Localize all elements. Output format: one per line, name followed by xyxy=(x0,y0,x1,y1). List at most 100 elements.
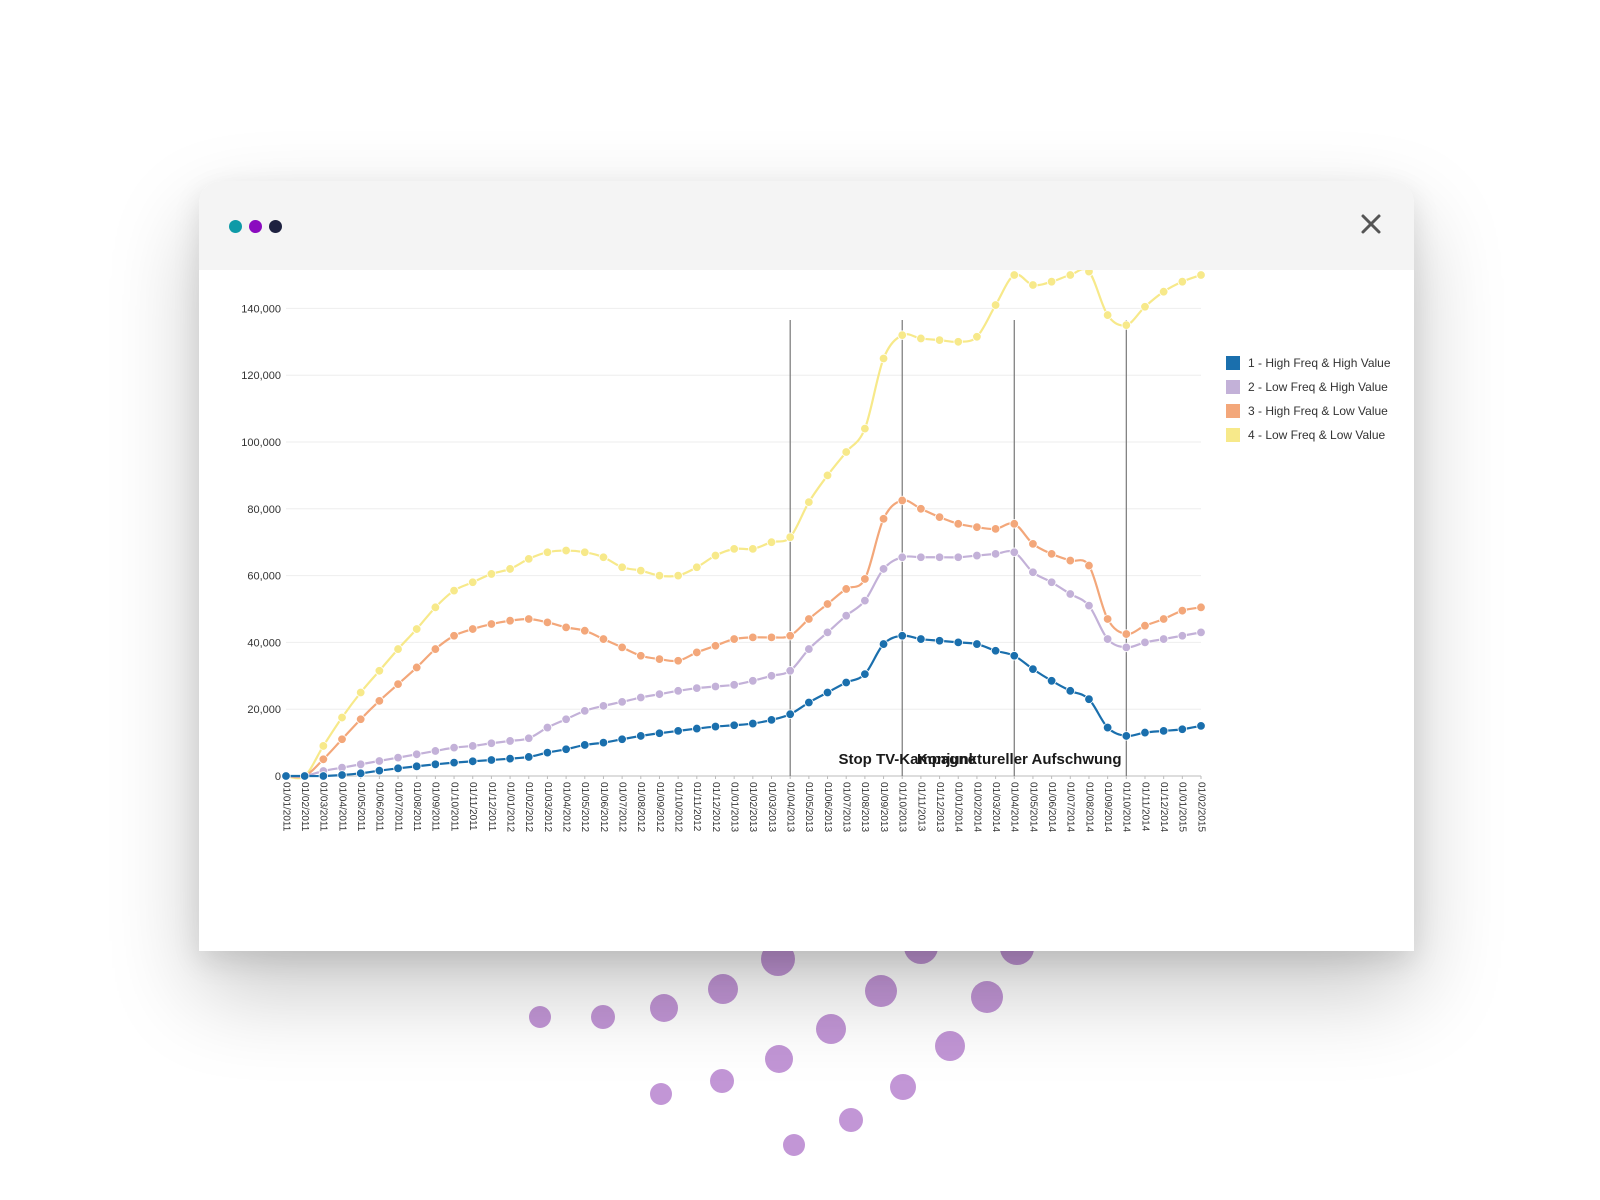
window-dot-purple xyxy=(249,220,262,233)
data-point xyxy=(430,644,441,654)
data-point xyxy=(897,631,907,641)
x-tick-label: 01/07/2014 xyxy=(1065,782,1076,832)
legend-item[interactable]: 1 - High Freq & High Value xyxy=(1226,351,1391,375)
data-point xyxy=(1046,549,1057,559)
x-tick-label: 01/07/2011 xyxy=(392,782,403,832)
data-point xyxy=(1102,614,1113,624)
data-point xyxy=(878,564,889,574)
close-icon xyxy=(1361,214,1381,234)
legend-label: 4 - Low Freq & Low Value xyxy=(1248,428,1386,442)
data-point xyxy=(710,681,721,692)
legend-label: 2 - Low Freq & High Value xyxy=(1248,380,1388,394)
data-point xyxy=(934,552,945,562)
x-tick-label: 01/06/2013 xyxy=(822,782,833,832)
x-tick-label: 01/07/2013 xyxy=(841,782,852,832)
data-point xyxy=(1084,600,1094,611)
data-point xyxy=(393,752,403,763)
x-tick-label: 01/12/2011 xyxy=(486,782,497,832)
data-point xyxy=(916,634,926,644)
data-point xyxy=(710,550,721,561)
data-point xyxy=(393,644,403,654)
x-tick-label: 01/01/2013 xyxy=(729,782,740,832)
data-point xyxy=(1084,694,1094,704)
data-point xyxy=(468,577,478,587)
close-button[interactable] xyxy=(1356,209,1386,239)
x-tick-label: 01/06/2014 xyxy=(1046,782,1057,832)
x-tick-label: 01/12/2014 xyxy=(1158,782,1169,832)
decorative-bubble xyxy=(529,1006,551,1028)
data-point xyxy=(580,547,590,557)
x-tick-label: 01/09/2013 xyxy=(878,782,889,832)
data-point xyxy=(1065,589,1075,599)
data-point xyxy=(673,726,683,736)
data-point xyxy=(1009,547,1019,557)
data-point xyxy=(673,686,683,696)
data-point xyxy=(1009,651,1019,661)
x-tick-label: 01/03/2013 xyxy=(766,782,777,832)
data-point xyxy=(355,759,366,770)
data-point xyxy=(990,524,1001,534)
data-point xyxy=(897,495,907,506)
data-point xyxy=(822,627,833,638)
y-tick-label: 20,000 xyxy=(247,704,281,716)
data-point xyxy=(430,746,441,756)
data-point xyxy=(673,570,683,581)
data-point xyxy=(972,550,982,561)
data-point xyxy=(1121,642,1132,653)
data-point xyxy=(822,599,833,609)
data-point xyxy=(934,335,945,345)
legend-item[interactable]: 3 - High Freq & Low Value xyxy=(1226,399,1391,423)
x-tick-label: 01/01/2011 xyxy=(280,782,291,832)
data-point xyxy=(972,639,982,649)
x-tick-label: 01/10/2013 xyxy=(897,782,908,832)
decorative-bubble xyxy=(865,975,897,1007)
data-point xyxy=(1121,320,1132,330)
data-point xyxy=(1177,605,1188,616)
x-tick-label: 01/08/2013 xyxy=(859,782,870,832)
data-point xyxy=(1046,676,1057,686)
data-point xyxy=(337,712,347,723)
data-point xyxy=(766,715,777,725)
data-point xyxy=(617,642,627,653)
data-point xyxy=(1158,287,1169,297)
data-point xyxy=(1028,664,1038,674)
x-tick-label: 01/03/2012 xyxy=(542,782,553,832)
title-bar xyxy=(199,181,1414,270)
data-point xyxy=(636,692,646,703)
legend-item[interactable]: 4 - Low Freq & Low Value xyxy=(1226,423,1391,447)
chart-legend: 1 - High Freq & High Value 2 - Low Freq … xyxy=(1226,351,1391,447)
data-point xyxy=(916,552,926,562)
legend-swatch xyxy=(1226,404,1240,418)
data-point xyxy=(860,595,870,606)
series-line xyxy=(285,270,1202,780)
x-tick-label: 01/03/2014 xyxy=(990,782,1001,832)
series-line xyxy=(285,499,1202,779)
data-point xyxy=(412,624,422,634)
decorative-bubble xyxy=(765,1045,793,1073)
data-point xyxy=(990,646,1001,656)
data-point xyxy=(561,714,571,724)
x-tick-label: 01/12/2012 xyxy=(710,782,721,832)
window-dot-teal xyxy=(229,220,242,233)
data-point xyxy=(841,610,851,621)
data-point xyxy=(916,333,926,344)
data-point xyxy=(318,771,329,781)
data-point xyxy=(878,353,889,364)
x-tick-label: 01/02/2011 xyxy=(299,782,310,832)
legend-item[interactable]: 2 - Low Freq & High Value xyxy=(1226,375,1391,399)
x-tick-label: 01/08/2012 xyxy=(635,782,646,832)
y-tick-label: 40,000 xyxy=(247,637,281,649)
x-tick-label: 01/05/2013 xyxy=(803,782,814,832)
decorative-bubble xyxy=(890,1074,916,1100)
data-point xyxy=(524,733,534,743)
data-point xyxy=(355,768,366,779)
data-point xyxy=(1177,276,1188,287)
data-point xyxy=(654,654,665,664)
y-tick-label: 80,000 xyxy=(247,504,281,516)
x-tick-label: 01/05/2011 xyxy=(355,782,366,832)
data-point xyxy=(1177,631,1188,641)
data-point xyxy=(1065,555,1075,566)
data-point xyxy=(953,552,963,562)
data-point xyxy=(355,714,366,724)
data-point xyxy=(1140,727,1150,738)
